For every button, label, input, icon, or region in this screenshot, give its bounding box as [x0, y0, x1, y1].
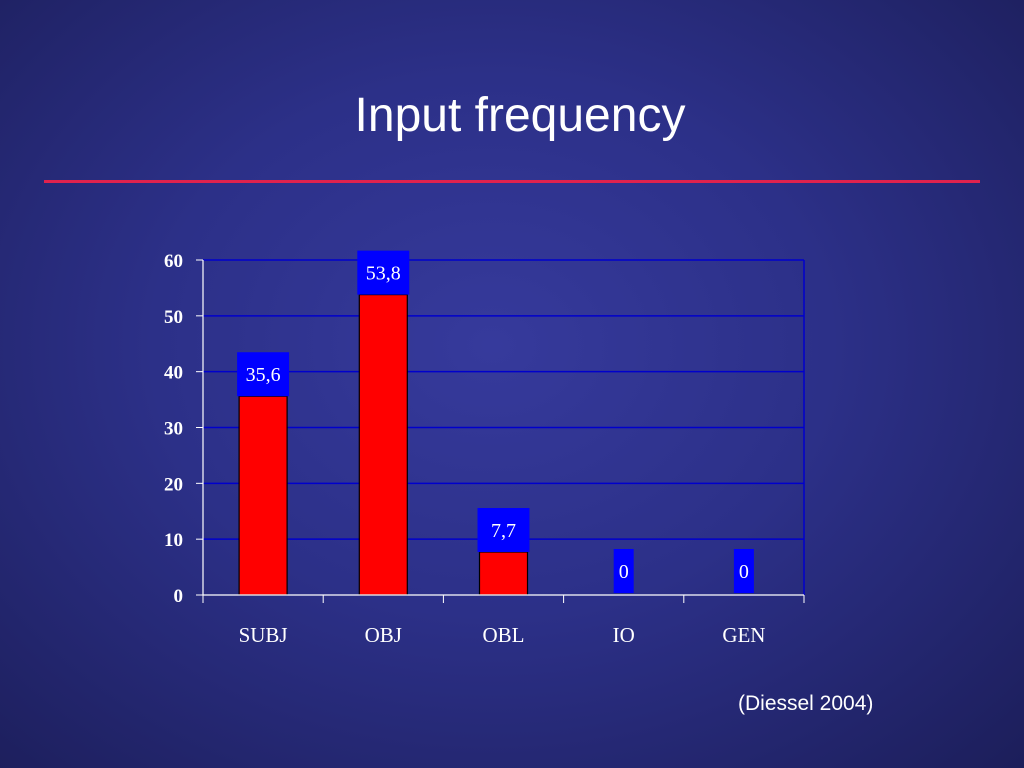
x-category-label: IO [613, 623, 635, 647]
bar-obl[interactable] [478, 551, 529, 596]
data-label-box [357, 250, 410, 295]
y-tick-label: 40 [164, 363, 183, 384]
data-label-box [733, 549, 754, 593]
title-divider [44, 180, 980, 183]
data-label-box [613, 549, 634, 593]
y-tick-label: 0 [174, 586, 184, 607]
x-category-label: SUBJ [239, 623, 288, 647]
y-tick-label: 50 [164, 307, 183, 328]
data-label: 7,7 [491, 520, 516, 542]
data-label: 0 [619, 561, 629, 583]
slide-title: Input frequency [354, 89, 686, 142]
data-label-box [477, 508, 530, 553]
y-tick-label: 30 [164, 419, 183, 440]
bar-subj[interactable] [238, 395, 288, 596]
source-citation: (Diessel 2004) [738, 692, 874, 715]
data-label: 0 [739, 561, 749, 583]
x-category-label: GEN [722, 623, 765, 647]
x-category-label: OBJ [365, 623, 402, 647]
data-label: 53,8 [366, 263, 401, 285]
y-tick-label: 10 [164, 530, 183, 551]
bar-obj[interactable] [358, 294, 408, 596]
x-category-label: OBL [483, 623, 525, 647]
y-tick-label: 20 [164, 474, 183, 495]
data-label-box [237, 352, 290, 397]
data-label: 35,6 [246, 364, 281, 386]
y-tick-label: 60 [164, 251, 183, 272]
